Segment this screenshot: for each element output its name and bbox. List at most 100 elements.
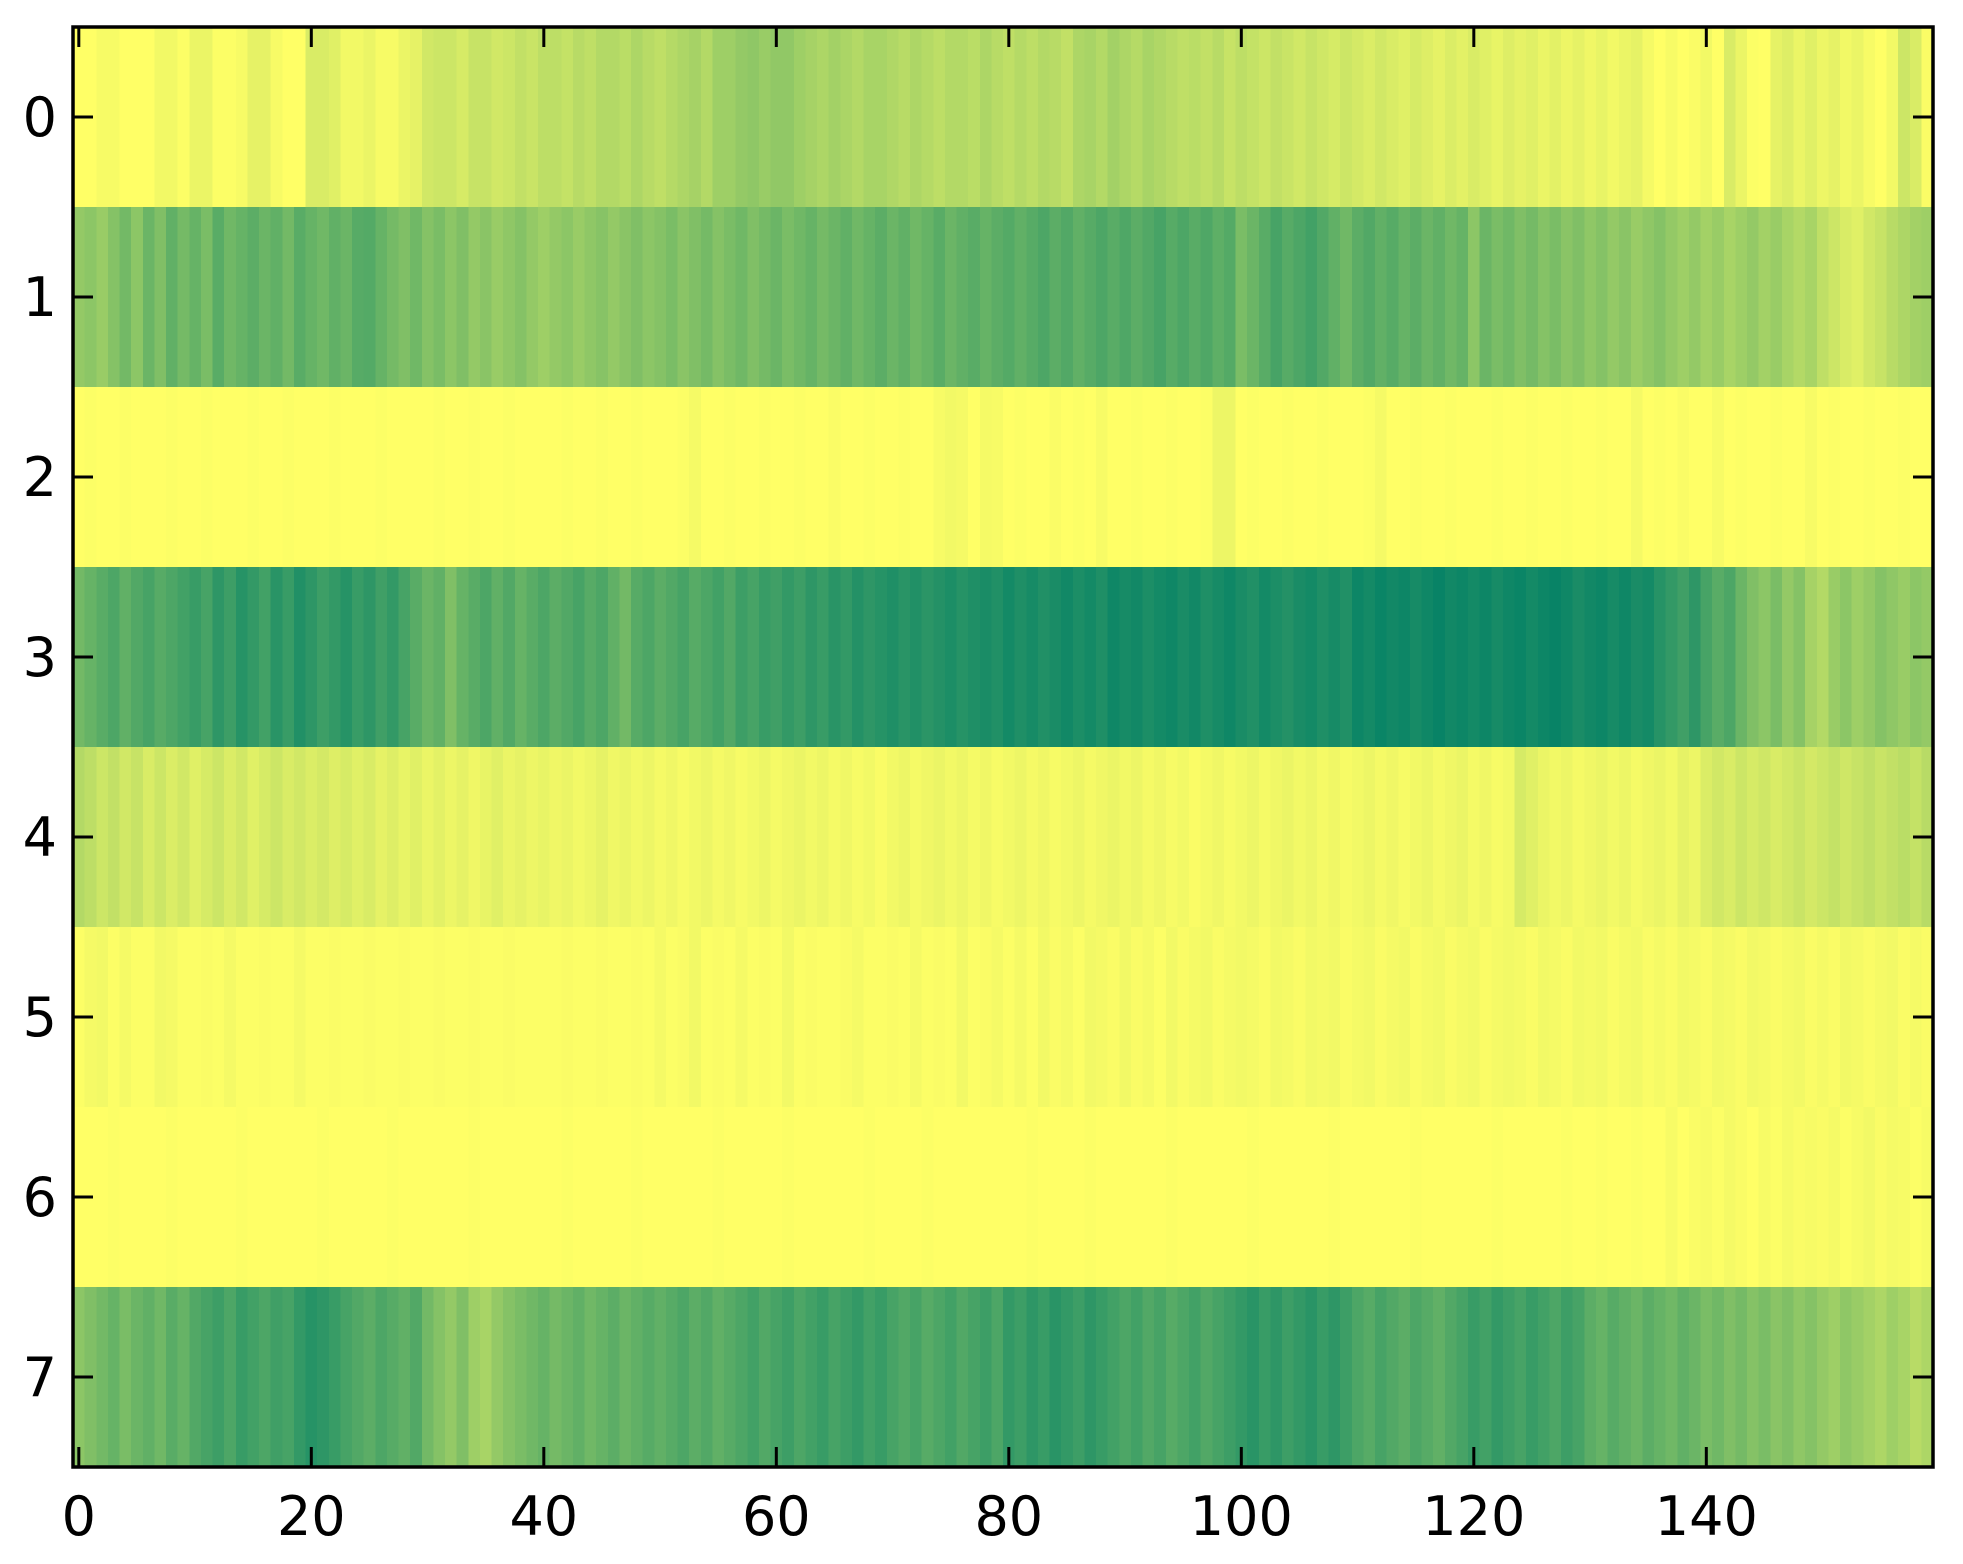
heatmap-cell: [956, 1287, 969, 1468]
heatmap-cell: [1409, 927, 1423, 1108]
heatmap-cell: [200, 927, 214, 1108]
heatmap-cell: [1096, 747, 1109, 928]
heatmap-cell: [1502, 207, 1516, 388]
heatmap-cell: [572, 207, 586, 388]
heatmap-cell: [1898, 1107, 1911, 1288]
heatmap-cell: [1316, 927, 1330, 1108]
heatmap-cell: [933, 567, 946, 748]
heatmap-cell: [270, 1287, 283, 1468]
heatmap-cell: [363, 1287, 376, 1468]
heatmap-cell: [166, 1107, 179, 1288]
heatmap-cell: [1874, 387, 1888, 568]
heatmap-cell: [1468, 567, 1481, 748]
heatmap-cell: [677, 207, 690, 388]
heatmap-cell: [514, 207, 528, 388]
heatmap-cell: [1305, 207, 1318, 388]
heatmap-cell: [1433, 387, 1446, 568]
heatmap-cell: [1258, 207, 1272, 388]
heatmap-cell: [433, 747, 446, 928]
heatmap-cell: [1561, 207, 1574, 388]
heatmap-row-6: [73, 1107, 1934, 1288]
heatmap-cell: [712, 747, 725, 928]
heatmap-cell: [677, 387, 690, 568]
heatmap-cell: [991, 1107, 1004, 1288]
heatmap-cell: [328, 207, 342, 388]
heatmap-cell: [782, 747, 795, 928]
heatmap-cell: [1572, 387, 1585, 568]
heatmap-cell: [1770, 1107, 1783, 1288]
heatmap-cell: [607, 1287, 621, 1468]
heatmap-cell: [200, 747, 214, 928]
heatmap-cell: [1851, 207, 1864, 388]
heatmap-cell: [235, 1287, 249, 1468]
y-tick-label: 0: [23, 86, 57, 149]
heatmap-cell: [1200, 27, 1213, 208]
heatmap-cell: [352, 1287, 365, 1468]
heatmap-cell: [1119, 207, 1132, 388]
heatmap-cell: [840, 1107, 853, 1288]
heatmap-cell: [968, 1287, 981, 1468]
heatmap-cell: [631, 207, 644, 388]
heatmap-cell: [921, 1107, 934, 1288]
heatmap-cell: [1781, 27, 1795, 208]
heatmap-cell: [747, 207, 760, 388]
heatmap-cell: [898, 1287, 911, 1468]
heatmap-cell: [1468, 747, 1481, 928]
heatmap-cell: [921, 747, 934, 928]
heatmap-cell: [1851, 927, 1864, 1108]
heatmap-cell: [1537, 207, 1551, 388]
heatmap-cell: [224, 387, 237, 568]
heatmap-cell: [677, 567, 690, 748]
heatmap-cell: [724, 747, 737, 928]
heatmap-cell: [1805, 387, 1818, 568]
heatmap-cell: [1165, 1287, 1179, 1468]
heatmap-cell: [1502, 747, 1516, 928]
heatmap-cell: [991, 747, 1004, 928]
heatmap-cell: [1898, 27, 1911, 208]
heatmap-cell: [584, 567, 597, 748]
heatmap-cell: [1026, 387, 1039, 568]
heatmap-cell: [468, 927, 481, 1108]
heatmap-cell: [1584, 1107, 1597, 1288]
heatmap-cell: [1107, 387, 1120, 568]
heatmap-cell: [1375, 927, 1388, 1108]
heatmap-cell: [479, 1287, 493, 1468]
heatmap-cell: [584, 1287, 597, 1468]
heatmap-cell: [1642, 1287, 1655, 1468]
heatmap-cell: [1235, 27, 1248, 208]
heatmap-cell: [758, 27, 772, 208]
heatmap-cell: [1142, 567, 1155, 748]
heatmap-cell: [514, 747, 528, 928]
heatmap-cell: [793, 387, 807, 568]
heatmap-cell: [654, 1287, 667, 1468]
heatmap-cell: [526, 1107, 539, 1288]
heatmap-cell: [1630, 207, 1644, 388]
heatmap-cell: [1340, 747, 1353, 928]
heatmap-cell: [1398, 1107, 1411, 1288]
heatmap-cell: [1665, 27, 1678, 208]
heatmap-cell: [1119, 747, 1132, 928]
heatmap-cell: [979, 207, 993, 388]
heatmap-cell: [1351, 387, 1365, 568]
heatmap-cell: [944, 1287, 958, 1468]
heatmap-cell: [1863, 747, 1876, 928]
heatmap-cell: [1154, 1287, 1167, 1468]
heatmap-cell: [1688, 27, 1702, 208]
heatmap-cell: [119, 27, 132, 208]
heatmap-cell: [770, 747, 783, 928]
heatmap-cell: [1340, 927, 1353, 1108]
heatmap-cell: [1165, 387, 1179, 568]
heatmap-cell: [177, 1287, 190, 1468]
heatmap-cell: [549, 747, 562, 928]
heatmap-cell: [921, 207, 934, 388]
heatmap-cell: [619, 387, 632, 568]
heatmap-cell: [1142, 1287, 1155, 1468]
heatmap-cell: [1386, 207, 1399, 388]
heatmap-cell: [96, 207, 109, 388]
heatmap-cell: [1468, 207, 1481, 388]
heatmap-cell: [293, 387, 307, 568]
heatmap-cell: [782, 207, 795, 388]
heatmap-cell: [1351, 27, 1365, 208]
heatmap-cell: [886, 927, 900, 1108]
